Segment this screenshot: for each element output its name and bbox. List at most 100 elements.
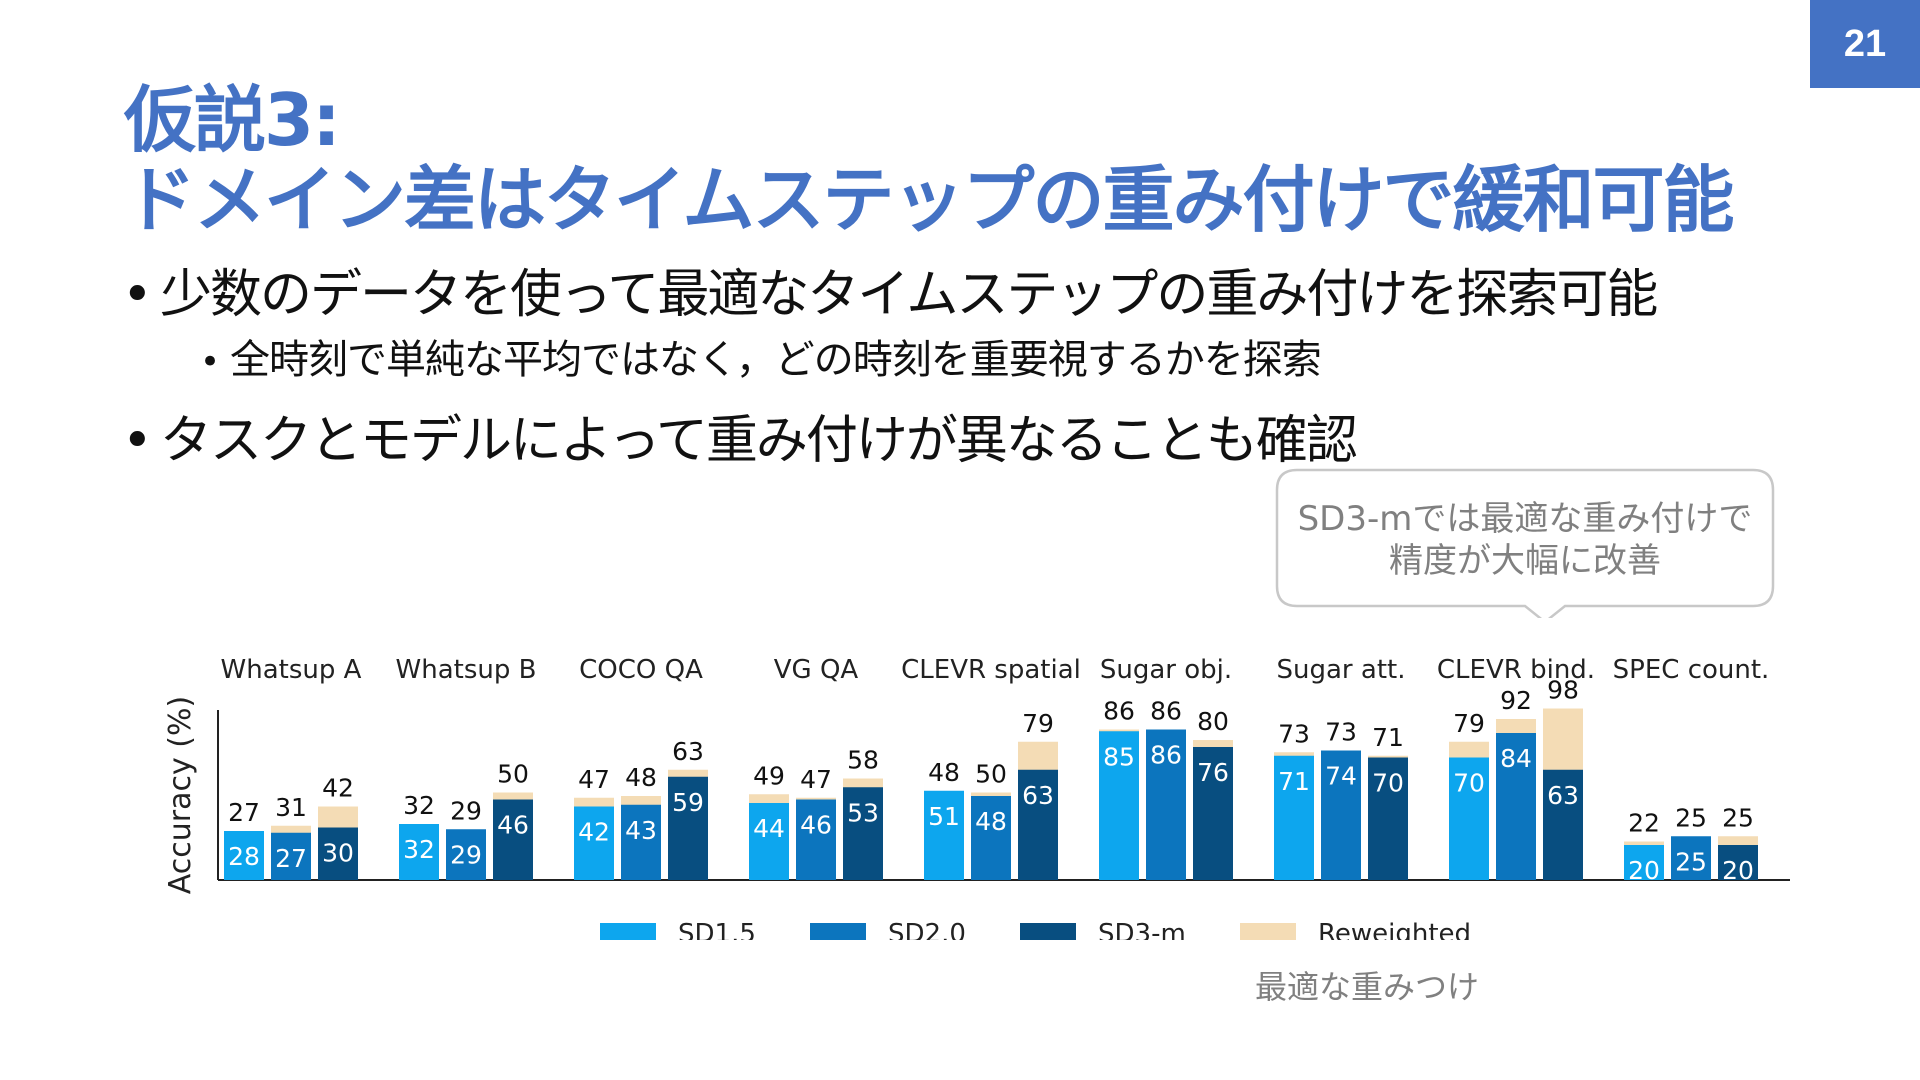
data-label-sd1-5-sugar-att: 71 (1278, 767, 1310, 796)
bar-sd1-5-coco-qa (574, 806, 614, 880)
callout-text: SD3-mでは最適な重み付けで 精度が大幅に改善 (1275, 498, 1775, 582)
reweighted-label-sd3-m-coco-qa: 63 (672, 737, 704, 766)
data-label-sd2-0-coco-qa: 43 (625, 816, 657, 845)
sub-bullet-marker: • (200, 342, 220, 382)
reweighted-label-sd1-5-whatsup-b: 32 (403, 791, 435, 820)
reweighted-label-sd1-5-vg-qa: 49 (753, 761, 785, 790)
reweighted-label-sd2-0-whatsup-a: 31 (275, 793, 307, 822)
category-label-coco-qa: COCO QA (579, 655, 703, 685)
data-label-sd1-5-whatsup-b: 32 (403, 835, 435, 864)
category-label-sugar-att: Sugar att. (1277, 655, 1406, 685)
legend-label-reweighted: Reweighted (1318, 919, 1471, 940)
data-label-sd3-m-spec-count: 20 (1722, 856, 1754, 885)
data-label-sd2-0-whatsup-a: 27 (275, 844, 307, 873)
bullet-1: • 少数のデータを使って最適なタイムステップの重み付けを探索可能 (122, 260, 1658, 330)
reweighted-label-sd1-5-sugar-obj: 86 (1103, 697, 1135, 726)
reweighted-label-sd3-m-clevr-spatial: 79 (1022, 709, 1054, 738)
category-label-whatsup-a: Whatsup A (221, 655, 362, 685)
callout-line-1: SD3-mでは最適な重み付けで (1297, 499, 1753, 539)
bar-sd2-0-coco-qa (621, 804, 661, 880)
reweighted-label-sd2-0-clevr-bind: 92 (1500, 686, 1532, 715)
bar-sd1-5-vg-qa (749, 803, 789, 880)
data-label-sd1-5-whatsup-a: 28 (228, 842, 260, 871)
reweight-annotation: 最適な重みつけ (1255, 968, 1480, 1006)
bullet-1-text: 少数のデータを使って最適なタイムステップの重み付けを探索可能 (160, 265, 1658, 325)
data-label-sd3-m-sugar-att: 70 (1372, 769, 1404, 798)
category-label-sugar-obj: Sugar obj. (1100, 655, 1232, 685)
bar-sd1-5-sugar-obj (1099, 731, 1139, 880)
data-label-sd1-5-spec-count: 20 (1628, 856, 1660, 885)
reweighted-label-sd2-0-coco-qa: 48 (625, 763, 657, 792)
bar-sd1-5-whatsup-b (399, 824, 439, 880)
bar-sd2-0-vg-qa (796, 799, 836, 880)
data-label-sd2-0-spec-count: 25 (1675, 847, 1707, 876)
reweighted-label-sd2-0-whatsup-b: 29 (450, 796, 482, 825)
data-label-sd1-5-sugar-obj: 85 (1103, 742, 1135, 771)
data-label-sd1-5-clevr-bind: 70 (1453, 769, 1485, 798)
bar-sd3-m-coco-qa (668, 776, 708, 880)
reweighted-label-sd1-5-spec-count: 22 (1628, 809, 1660, 838)
data-label-sd3-m-clevr-bind: 63 (1547, 781, 1579, 810)
reweighted-label-sd1-5-clevr-spatial: 48 (928, 758, 960, 787)
bar-sd2-0-whatsup-a (271, 832, 311, 880)
data-label-sd2-0-vg-qa: 46 (800, 811, 832, 840)
data-label-sd2-0-clevr-bind: 84 (1500, 744, 1532, 773)
data-label-sd3-m-coco-qa: 59 (672, 788, 704, 817)
reweighted-label-sd3-m-spec-count: 25 (1722, 803, 1754, 832)
legend-swatch-sd1-5 (600, 923, 656, 943)
reweighted-label-sd3-m-vg-qa: 58 (847, 746, 879, 775)
data-label-sd3-m-sugar-obj: 76 (1197, 758, 1229, 787)
bar-sd3-m-vg-qa (843, 787, 883, 880)
callout-bubble: SD3-mでは最適な重み付けで 精度が大幅に改善 (1275, 468, 1775, 618)
legend-label-sd3-m: SD3-m (1098, 919, 1186, 940)
slide-title: 仮説3: ドメイン差はタイムステップの重み付けで緩和可能 (124, 78, 1735, 242)
category-label-spec-count: SPEC count. (1613, 655, 1770, 685)
bar-sd3-m-spec-count (1718, 845, 1758, 880)
bar-sd2-0-sugar-att (1321, 750, 1361, 880)
data-label-sd2-0-sugar-obj: 86 (1150, 741, 1182, 770)
reweighted-label-sd2-0-spec-count: 25 (1675, 803, 1707, 832)
category-label-clevr-spatial: CLEVR spatial (901, 655, 1081, 685)
data-label-sd1-5-vg-qa: 44 (753, 814, 785, 843)
data-label-sd1-5-clevr-spatial: 51 (928, 802, 960, 831)
legend-label-sd1-5: SD1.5 (678, 919, 756, 940)
legend-swatch-sd2-0 (810, 923, 866, 943)
reweighted-label-sd3-m-sugar-obj: 80 (1197, 707, 1229, 736)
accuracy-bar-chart: Accuracy (%) Whatsup A 28 27 27 31 30 42 Whatsup… (163, 655, 1790, 949)
bar-sd2-0-whatsup-b (446, 829, 486, 880)
category-label-vg-qa: VG QA (774, 655, 859, 685)
legend-swatch-sd3-m (1020, 923, 1076, 943)
data-label-sd2-0-sugar-att: 74 (1325, 762, 1357, 791)
reweighted-label-sd3-m-sugar-att: 71 (1372, 723, 1404, 752)
legend-swatch-reweighted (1240, 923, 1296, 943)
bar-sd1-5-clevr-spatial (924, 790, 964, 880)
title-line-1: 仮説3: (124, 78, 341, 162)
reweighted-label-sd2-0-vg-qa: 47 (800, 765, 832, 794)
bar-sd3-m-whatsup-a (318, 827, 358, 880)
bullet-list: • 少数のデータを使って最適なタイムステップの重み付けを探索可能 • 全時刻で単… (122, 260, 1658, 476)
bar-sd1-5-whatsup-a (224, 831, 264, 880)
data-label-sd2-0-whatsup-b: 29 (450, 840, 482, 869)
page-number: 21 (1810, 0, 1920, 88)
reweighted-label-sd2-0-clevr-spatial: 50 (975, 760, 1007, 789)
bar-sd2-0-sugar-obj (1146, 729, 1186, 880)
bar-sd1-5-spec-count (1624, 845, 1664, 880)
reweighted-label-sd1-5-sugar-att: 73 (1278, 719, 1310, 748)
bar-sd3-m-whatsup-b (493, 799, 533, 880)
bar-sd3-m-sugar-att (1368, 757, 1408, 880)
reweighted-label-sd3-m-whatsup-b: 50 (497, 760, 529, 789)
reweighted-label-sd2-0-sugar-att: 73 (1325, 718, 1357, 747)
sub-bullet-1-text: 全時刻で単純な平均ではなく，どの時刻を重要視するかを探索 (230, 337, 1322, 383)
y-axis-label: Accuracy (%) (163, 696, 198, 894)
data-label-sd2-0-clevr-spatial: 48 (975, 807, 1007, 836)
title-line-2: ドメイン差はタイムステップの重み付けで緩和可能 (124, 158, 1735, 242)
category-label-whatsup-b: Whatsup B (396, 655, 537, 685)
category-label-clevr-bind: CLEVR bind. (1437, 655, 1595, 685)
reweighted-label-sd3-m-whatsup-a: 42 (322, 774, 354, 803)
bar-sd1-5-sugar-att (1274, 755, 1314, 880)
reweighted-label-sd1-5-coco-qa: 47 (578, 765, 610, 794)
callout-shape (1275, 468, 1775, 618)
bar-sd3-m-clevr-spatial (1018, 769, 1058, 880)
bar-sd2-0-clevr-bind (1496, 733, 1536, 880)
reweighted-label-sd3-m-clevr-bind: 98 (1547, 676, 1579, 705)
